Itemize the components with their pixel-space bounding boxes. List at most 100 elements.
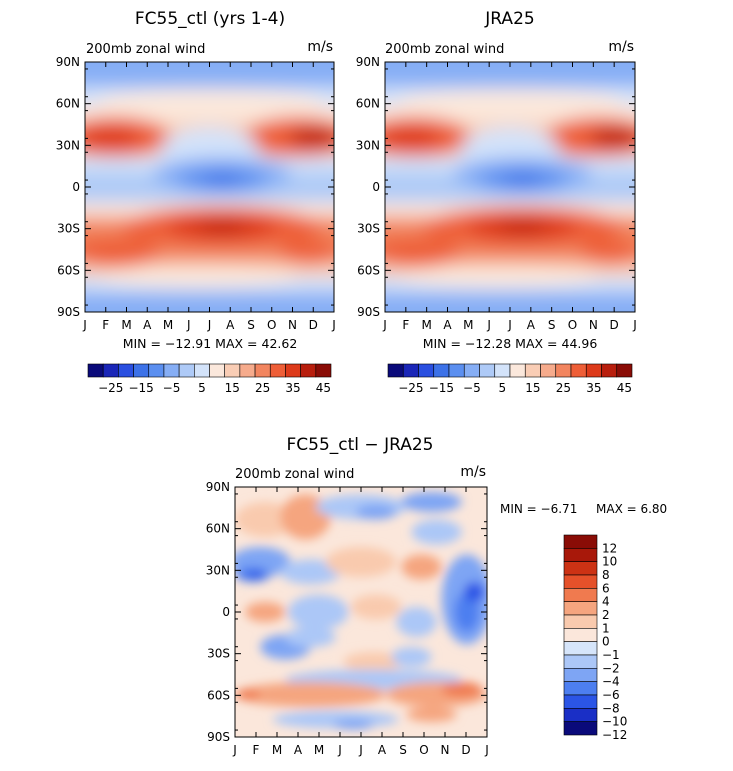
- colorbar-cell: [555, 363, 572, 378]
- x-tick-label: J: [358, 743, 363, 757]
- colorbar-cell: [563, 694, 598, 709]
- y-tick-label: 30N: [206, 563, 230, 577]
- colorbar-cell: [239, 363, 256, 378]
- colorbar-label: 25: [255, 381, 270, 395]
- contour-field: [385, 62, 635, 312]
- colorbar-cell: [448, 363, 465, 378]
- x-tick-label: J: [186, 318, 191, 332]
- y-tick-label: 0: [372, 180, 380, 194]
- colorbar-cell: [540, 363, 557, 378]
- colorbar-cell: [563, 574, 598, 589]
- y-axis: 90N 60N 30N 0 30S 60S 90S: [56, 55, 334, 319]
- colorbar-label: 25: [556, 381, 571, 395]
- colorbar-label: 12: [602, 541, 617, 555]
- x-tick-label: J: [507, 318, 512, 332]
- x-tick-label: A: [143, 318, 152, 332]
- colorbar-cell: [563, 548, 598, 562]
- colorbar-label: −15: [128, 381, 153, 395]
- colorbar-cell: [616, 363, 633, 378]
- colorbar-label: −4: [602, 675, 620, 689]
- colorbar-cell: [269, 363, 286, 378]
- colorbar-label: −10: [602, 715, 627, 729]
- colorbar-label: −6: [602, 688, 620, 702]
- x-tick-label: A: [378, 743, 387, 757]
- y-tick-label: 90S: [57, 305, 80, 319]
- colorbar-cell: [563, 708, 598, 722]
- colorbar-cell: [509, 363, 526, 378]
- y-tick-label: 30S: [57, 222, 80, 236]
- panel-subtitle: 200mb zonal wind: [86, 42, 205, 57]
- colorbar-cell: [315, 363, 332, 378]
- panel-units: m/s: [608, 39, 634, 55]
- y-tick-label: 30S: [207, 647, 230, 661]
- x-tick-label: A: [226, 318, 235, 332]
- colorbar-label: 15: [525, 381, 540, 395]
- colorbar: −25 −15 −5 5 15 25 35 45: [387, 363, 633, 395]
- x-tick-label: J: [232, 743, 237, 757]
- stats-max: MAX = 6.80: [596, 502, 667, 516]
- colorbar-cell: [563, 641, 598, 656]
- colorbar-cell: [563, 681, 598, 696]
- colorbar-label: −2: [602, 661, 620, 675]
- contour-field: [85, 62, 334, 312]
- colorbar-label: 8: [602, 568, 610, 582]
- x-tick-label: J: [486, 318, 491, 332]
- x-tick-label: J: [382, 318, 387, 332]
- y-axis: 90N 60N 30N 0 30S 60S 90S: [356, 55, 635, 319]
- colorbar-cell: [163, 363, 180, 378]
- y-tick-label: 60N: [206, 522, 230, 536]
- colorbar-cell: [148, 363, 165, 378]
- x-tick-label: J: [632, 318, 637, 332]
- colorbar-label: −25: [98, 381, 123, 395]
- colorbar-label: −1: [602, 648, 620, 662]
- colorbar-cell: [300, 363, 317, 378]
- colorbar-cell: [479, 363, 496, 378]
- colorbar-label: 2: [602, 608, 610, 622]
- x-tick-label: S: [548, 318, 556, 332]
- colorbar-cell: [563, 721, 598, 736]
- panel-subtitle: 200mb zonal wind: [235, 467, 354, 482]
- colorbar-cell: [418, 363, 435, 378]
- x-tick-label: M: [314, 743, 324, 757]
- colorbar-label: −15: [429, 381, 454, 395]
- colorbar-cell: [524, 363, 541, 378]
- x-tick-label: O: [419, 743, 428, 757]
- x-tick-label: N: [288, 318, 297, 332]
- panel-difference: FC55_ctl − JRA25 200mb zonal wind m/s 90…: [206, 435, 667, 757]
- stats-label: MIN = −12.91 MAX = 42.62: [123, 336, 298, 351]
- colorbar-label: 6: [602, 581, 610, 595]
- x-tick-label: J: [331, 318, 336, 332]
- x-tick-label: S: [247, 318, 255, 332]
- x-tick-label: M: [463, 318, 473, 332]
- colorbar-cell: [585, 363, 602, 378]
- colorbar-label: 35: [285, 381, 300, 395]
- y-tick-label: 0: [72, 180, 80, 194]
- colorbar-cell: [563, 668, 598, 682]
- x-tick-label: J: [207, 318, 212, 332]
- panel-subtitle: 200mb zonal wind: [385, 42, 504, 57]
- x-tick-label: A: [443, 318, 452, 332]
- x-tick-label: O: [267, 318, 276, 332]
- x-tick-label: M: [121, 318, 131, 332]
- colorbar-label: 4: [602, 595, 610, 609]
- y-tick-label: 90S: [207, 730, 230, 744]
- x-tick-label: F: [402, 318, 409, 332]
- colorbar-cell: [102, 363, 119, 378]
- colorbar-cell: [563, 561, 598, 576]
- colorbar-cell: [87, 363, 104, 378]
- colorbar-label: 5: [499, 381, 507, 395]
- stats-label: MIN = −12.28 MAX = 44.96: [423, 336, 598, 351]
- colorbar-label: 45: [316, 381, 331, 395]
- x-tick-label: F: [102, 318, 109, 332]
- y-tick-label: 0: [222, 605, 230, 619]
- y-tick-label: 90N: [56, 55, 80, 69]
- colorbar-cell: [563, 588, 598, 602]
- x-tick-label: F: [253, 743, 260, 757]
- y-tick-label: 60N: [56, 97, 80, 111]
- x-tick-label: D: [309, 318, 318, 332]
- colorbar-label: 45: [617, 381, 632, 395]
- colorbar-cell: [254, 363, 271, 378]
- x-tick-label: O: [568, 318, 577, 332]
